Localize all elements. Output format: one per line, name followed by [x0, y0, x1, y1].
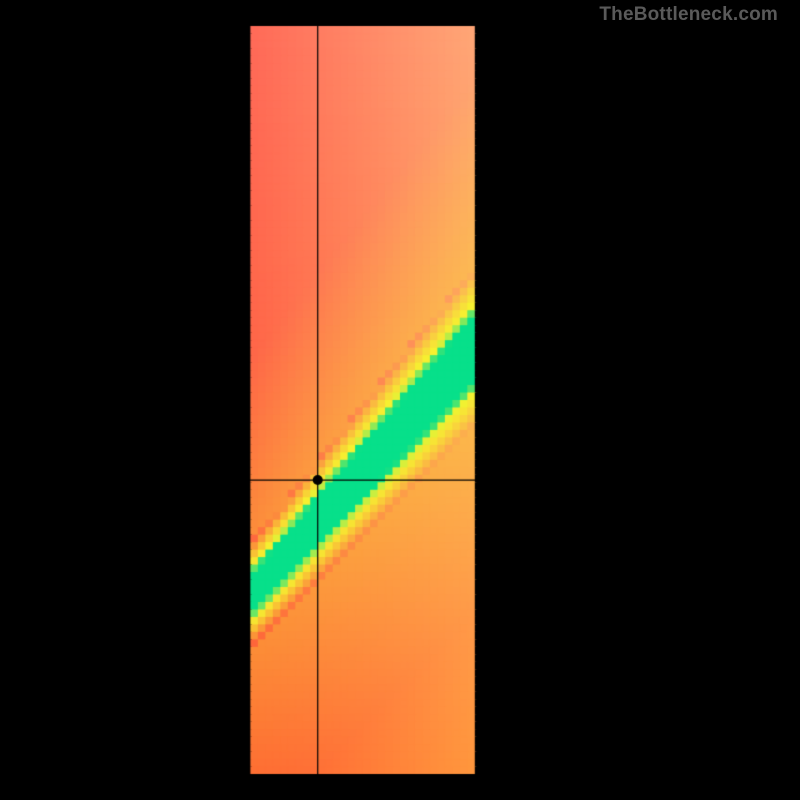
- chart-container: TheBottleneck.com: [0, 0, 800, 800]
- bottleneck-heatmap: [0, 0, 800, 800]
- watermark-text: TheBottleneck.com: [599, 4, 778, 26]
